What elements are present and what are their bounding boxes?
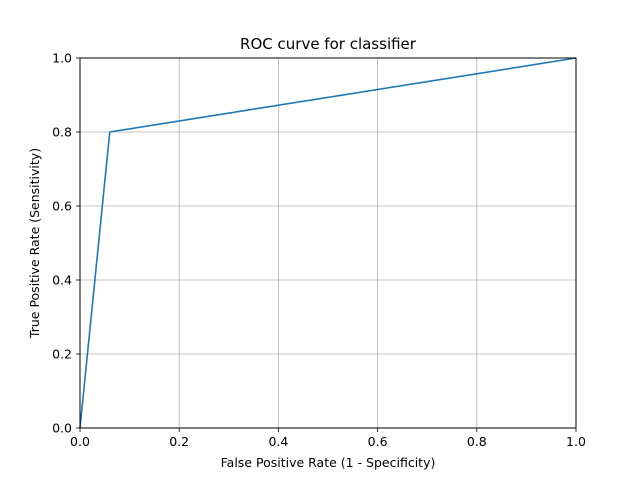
x-tick-label: 1.0	[566, 434, 586, 449]
x-tick-label: 0.8	[467, 434, 487, 449]
roc-curve-line	[79, 57, 577, 429]
x-tick-label: 0.2	[169, 434, 189, 449]
y-tick-label: 0.6	[52, 199, 72, 214]
x-ticks: 0.0 0.2 0.4 0.6 0.8 1.0	[70, 428, 586, 449]
y-tick-label: 0.4	[52, 273, 72, 288]
x-tick-label: 0.6	[368, 434, 388, 449]
x-tick-label: 0.0	[70, 434, 90, 449]
x-axis-label: False Positive Rate (1 - Specificity)	[221, 455, 436, 470]
y-axis-label: True Positive Rate (Sensitivity)	[27, 148, 42, 339]
x-tick-label: 0.4	[268, 434, 288, 449]
chart-title: ROC curve for classifier	[240, 35, 417, 53]
y-tick-label: 0.2	[52, 347, 72, 362]
plot-frame	[79, 57, 577, 429]
y-tick-label: 1.0	[52, 51, 72, 66]
y-tick-label: 0.0	[52, 421, 72, 436]
y-ticks: 0.0 0.2 0.4 0.6 0.8 1.0	[52, 51, 80, 436]
y-tick-label: 0.8	[52, 125, 72, 140]
series-layer	[79, 57, 577, 429]
